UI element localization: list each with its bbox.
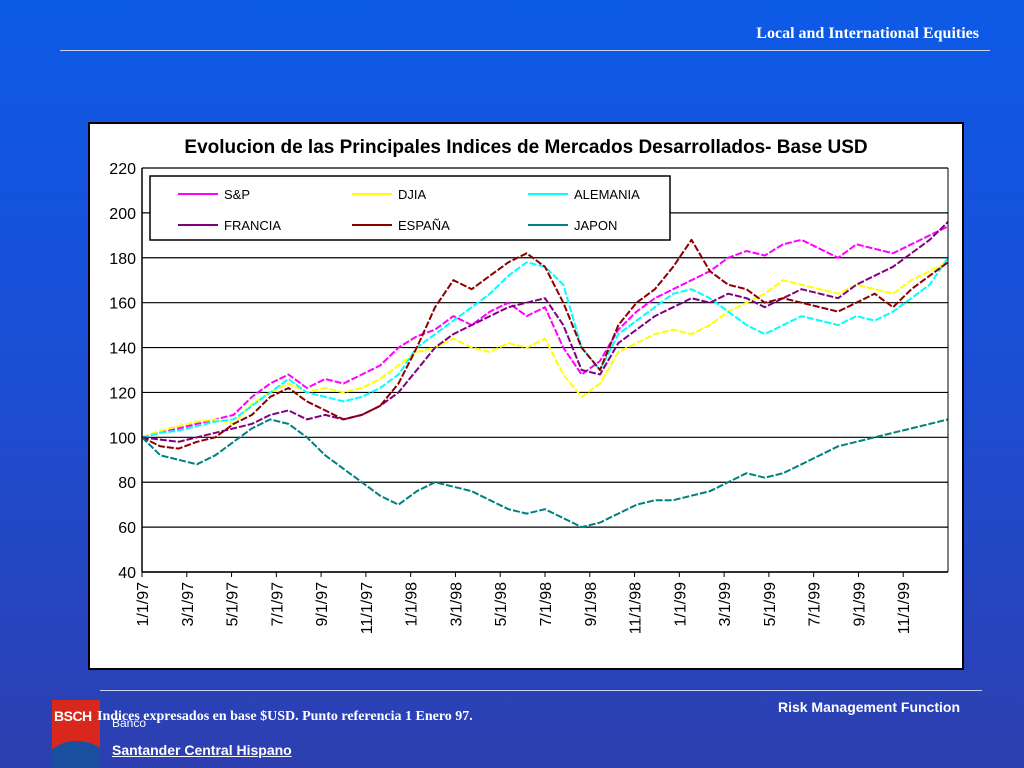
x-tick-label: 1/1/97 [135, 582, 152, 627]
x-tick-label: 11/1/99 [896, 582, 913, 634]
footer-department-label: Risk Management Function [777, 699, 960, 715]
bank-name: Santander Central Hispano [112, 742, 292, 758]
footnote: Indices expresados en base $USD. Punto r… [97, 709, 473, 724]
x-tick-label: 3/1/98 [448, 582, 465, 627]
x-tick-label: 7/1/97 [269, 582, 286, 627]
chart-panel: Evolucion de las Principales Indices de … [88, 122, 964, 670]
x-tick-label: 9/1/97 [314, 582, 331, 627]
legend-label: ALEMANIA [574, 187, 640, 202]
x-tick-label: 5/1/97 [225, 582, 242, 627]
legend-label: FRANCIA [224, 218, 281, 233]
y-tick-label: 80 [118, 475, 136, 492]
series-line-4 [141, 238, 949, 450]
y-tick-label: 40 [118, 565, 136, 582]
series-line-3 [141, 221, 949, 443]
footer-divider [100, 690, 982, 691]
legend-label: S&P [224, 187, 250, 202]
x-tick-label: 9/1/99 [851, 582, 868, 627]
bank-label-small: Banco [112, 716, 147, 730]
series-line-0 [141, 225, 949, 439]
logo-text: BSCH [54, 708, 92, 724]
legend-box [149, 175, 671, 241]
y-tick-label: 200 [109, 206, 136, 223]
y-tick-label: 160 [109, 296, 136, 313]
logo-wave-shape [52, 741, 100, 768]
header-title: Local and International Equities [756, 25, 979, 42]
y-tick-label: 120 [109, 385, 136, 402]
series-layer [141, 221, 949, 529]
x-tick-label: 1/1/98 [404, 582, 421, 627]
chart-legend: S&P DJIA ALEMANIA FRANCIA ESPAÑA JAPON [149, 175, 671, 241]
y-tick-label: 60 [118, 520, 136, 537]
legend-label: ESPAÑA [398, 218, 450, 233]
x-tick-label: 3/1/99 [717, 582, 734, 627]
x-tick-label: 11/1/97 [359, 582, 376, 634]
line-chart: Evolucion de las Principales Indices de … [109, 137, 949, 634]
bsch-logo: BSCH [52, 700, 100, 768]
series-line-5 [141, 418, 949, 529]
x-tick-label: 1/1/99 [672, 582, 689, 627]
y-tick-label: 140 [109, 341, 136, 358]
x-tick-label: 3/1/97 [180, 582, 197, 627]
legend-label: JAPON [574, 218, 617, 233]
y-tick-label: 220 [109, 161, 136, 178]
legend-label: DJIA [398, 187, 427, 202]
y-tick-label: 180 [109, 251, 136, 268]
x-tick-label: 7/1/99 [807, 582, 824, 627]
x-tick-label: 7/1/98 [538, 582, 555, 627]
x-tick-label: 11/1/98 [628, 582, 645, 634]
x-tick-label: 5/1/99 [762, 582, 779, 627]
series-line-1 [141, 261, 949, 439]
chart-title: Evolucion de las Principales Indices de … [184, 137, 867, 158]
y-tick-label: 100 [109, 430, 136, 447]
chart-axes: 40 60 80 100 120 140 160 180 200 220 1/1/97 3/1/97 5… [109, 161, 949, 634]
x-tick-label: 9/1/98 [583, 582, 600, 627]
header-divider [60, 50, 990, 51]
x-tick-label: 5/1/98 [493, 582, 510, 627]
